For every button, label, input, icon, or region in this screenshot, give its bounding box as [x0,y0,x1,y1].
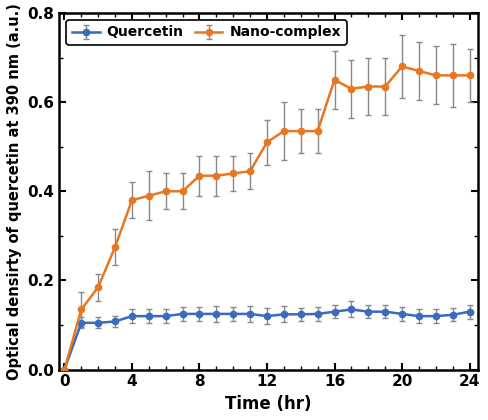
X-axis label: Time (hr): Time (hr) [225,395,312,413]
Y-axis label: Optical densirty of quercetin at 390 nm (a.u.): Optical densirty of quercetin at 390 nm … [7,3,22,380]
Legend: Quercetin, Nano-complex: Quercetin, Nano-complex [66,20,346,45]
